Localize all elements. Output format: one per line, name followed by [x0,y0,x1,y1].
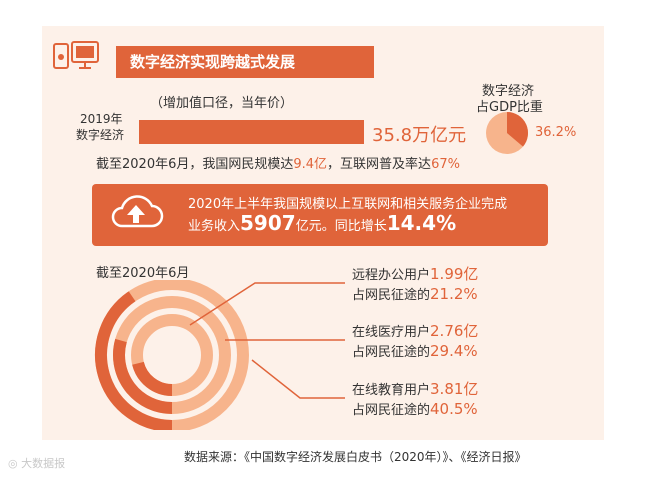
gdp-value: 36.2% [535,125,577,140]
ring-item-1-users: 1.99亿 [430,265,479,283]
ring-item-1-share: 21.2% [430,285,478,303]
ring-item-3: 在线教育用户3.81亿 占网民征途的40.5% [352,380,478,420]
ring-item-3-share-prefix: 占网民征途的 [352,403,431,418]
ring-item-1-label: 远程办公用户 [352,268,431,283]
rings-date-label: 截至2020年6月 [96,266,190,281]
ring-item-2-users: 2.76亿 [430,322,479,340]
ring-item-2: 在线医疗用户2.76亿 占网民征途的29.4% [352,322,478,362]
ring-item-2-share: 29.4% [430,342,478,360]
leader-line-3 [251,359,345,399]
cloud-upload-icon [108,190,164,240]
netizen-prefix: 截至2020年6月，我国网民规模达 [96,157,294,172]
netizen-stats: 截至2020年6月，我国网民规模达9.4亿，互联网普及率达67% [96,153,460,172]
growth-prefix: 同比增长 [334,219,387,234]
ring-item-2-label: 在线医疗用户 [352,325,431,340]
ring-item-1: 远程办公用户1.99亿 占网民征途的21.2% [352,265,478,305]
source-note: 数据来源：《中国数字经济发展白皮书（2020年）》、《经济日报》 [184,450,527,464]
row-label-name: 数字经济 [76,128,125,142]
watermark-logo-icon: ◎ [8,457,18,470]
gdp-label-line1: 数字经济 [482,84,535,99]
revenue-line1: 2020年上半年我国规模以上互联网和相关服务企业完成 [188,197,508,212]
digital-devices-icon [52,40,102,80]
economy-value: 35.8万亿元 [372,125,467,146]
usage-ring-chart [95,280,249,430]
netizen-rate: 67% [431,157,460,172]
ring-item-3-users: 3.81亿 [430,380,479,398]
page-title: 数字经济实现跨越式发展 [116,46,374,78]
ring-arc-1 [132,361,173,396]
revenue-amount: 5907 [240,211,296,235]
watermark: ◎ 大数据报 [8,455,65,471]
leader-line-1 [189,282,345,326]
ring-item-1-share-prefix: 占网民征途的 [352,288,431,303]
gdp-pie-chart [486,112,529,154]
ring-arc-3 [95,291,173,430]
netizen-users: 9.4亿 [293,157,328,172]
economy-subtitle: （增加值口径，当年价） [150,96,294,111]
revenue-box [92,184,548,246]
row-label-year: 2019年 [80,112,123,126]
growth-value: 14.4% [386,211,457,235]
ring-item-3-share: 40.5% [430,400,478,418]
ring-arc-2 [113,338,173,414]
ring-item-2-share-prefix: 占网民征途的 [352,345,431,360]
gdp-label-line2: 占GDP比重 [476,100,543,115]
gdp-pie-slice [507,112,529,147]
netizen-middle: ，互联网普及率达 [327,157,432,172]
economy-value-bar [139,120,364,144]
watermark-text: 大数据报 [21,457,66,470]
revenue-line2: 业务收入5907亿元。同比增长14.4% [188,211,456,235]
ring-item-3-label: 在线教育用户 [352,383,431,398]
revenue-unit: 亿元。 [295,219,335,234]
revenue-prefix: 业务收入 [188,219,241,234]
